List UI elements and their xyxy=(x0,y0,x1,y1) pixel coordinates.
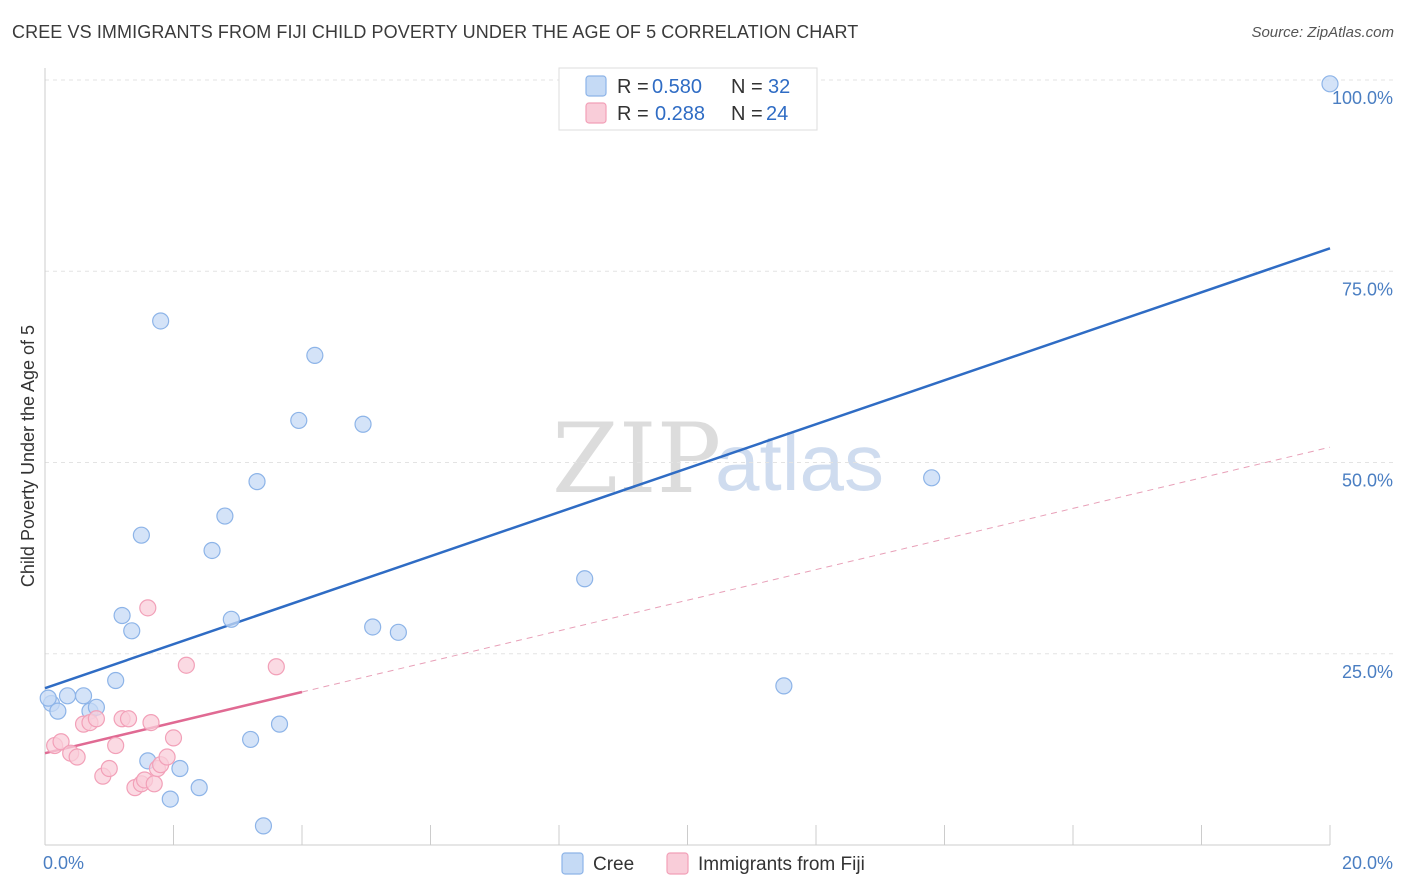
point-cree-23 xyxy=(306,346,324,364)
point-fiji-1 xyxy=(52,733,70,751)
trend-lines xyxy=(44,247,1331,755)
legend-n-value-fiji: 24 xyxy=(766,103,788,125)
grid-lines xyxy=(45,79,1395,655)
point-cree-7 xyxy=(113,606,131,625)
chart-title: CREE VS IMMIGRANTS FROM FIJI CHILD POVER… xyxy=(12,22,859,42)
point-cree-1 xyxy=(49,702,67,720)
x-tick-labels: 0.0% 20.0% xyxy=(43,853,1393,873)
point-cree-12 xyxy=(161,790,179,808)
point-fiji-15 xyxy=(139,599,157,617)
point-cree-26 xyxy=(389,623,407,641)
legend-n-label-fiji: N = xyxy=(731,103,763,125)
point-cree-24 xyxy=(354,415,372,433)
point-cree-22 xyxy=(290,411,308,430)
bottom-legend-label-fiji: Immigrants from Fiji xyxy=(698,854,865,875)
point-cree-20 xyxy=(254,817,273,835)
point-cree-17 xyxy=(222,610,240,628)
point-fiji-23 xyxy=(267,658,285,676)
point-cree-13 xyxy=(171,759,189,778)
legend-r-label-fiji: R = xyxy=(617,103,649,125)
point-fiji-17 xyxy=(145,775,163,793)
point-cree-6 xyxy=(107,671,125,690)
legend-r-label-cree: R = xyxy=(617,76,649,98)
trend-line-cree xyxy=(44,247,1331,690)
point-fiji-8 xyxy=(100,759,118,778)
legend-r-value-fiji: 0.288 xyxy=(655,103,705,125)
y-tick-label-1: 50.0% xyxy=(1342,471,1393,491)
legend-n-value-cree: 32 xyxy=(768,76,790,98)
bottom-legend-swatch-fiji xyxy=(666,852,689,875)
point-cree-30 xyxy=(1321,75,1339,93)
point-cree-9 xyxy=(132,526,150,544)
point-cree-27 xyxy=(576,570,594,588)
point-cree-28 xyxy=(775,677,793,695)
point-cree-29 xyxy=(923,469,941,487)
bottom-legend-label-cree: Cree xyxy=(593,854,634,875)
point-fiji-6 xyxy=(87,710,106,728)
watermark-zip: ZIP xyxy=(552,403,721,515)
point-cree-14 xyxy=(190,779,208,797)
point-cree-2 xyxy=(58,687,77,705)
legend-swatch-cree xyxy=(585,75,607,97)
point-cree-31 xyxy=(39,689,57,707)
y-tick-label-3: 100.0% xyxy=(1332,88,1393,108)
point-fiji-11 xyxy=(119,710,138,728)
legend-swatch-fiji xyxy=(585,102,607,124)
point-cree-15 xyxy=(203,541,221,560)
bottom-legend: Cree Immigrants from Fiji xyxy=(561,852,865,875)
point-cree-18 xyxy=(242,730,260,749)
point-fiji-3 xyxy=(68,748,86,766)
y-tick-label-2: 75.0% xyxy=(1342,279,1393,299)
data-points xyxy=(39,75,1339,835)
point-cree-3 xyxy=(74,687,93,705)
point-cree-25 xyxy=(364,618,382,636)
legend-r-value-cree: 0.580 xyxy=(652,76,702,98)
x-tick-label-0: 0.0% xyxy=(43,853,84,873)
legend-n-label-cree: N = xyxy=(731,76,763,98)
point-fiji-20 xyxy=(158,748,176,766)
x-tick-label-1: 20.0% xyxy=(1342,853,1393,873)
point-fiji-22 xyxy=(177,656,195,674)
y-tick-label-0: 25.0% xyxy=(1342,662,1393,682)
point-fiji-21 xyxy=(164,729,183,747)
point-fiji-16 xyxy=(142,713,160,732)
source-label: Source: ZipAtlas.com xyxy=(1251,24,1394,41)
y-tick-labels: 25.0% 50.0% 75.0% 100.0% xyxy=(1332,88,1393,682)
axes xyxy=(44,68,1331,846)
trend-line-fiji xyxy=(44,690,303,755)
point-cree-8 xyxy=(123,622,141,640)
point-cree-21 xyxy=(270,715,289,733)
point-cree-19 xyxy=(248,473,266,491)
point-fiji-9 xyxy=(107,736,125,755)
point-cree-11 xyxy=(152,312,170,330)
legend: R = 0.580 N = 32 R = 0.288 N = 24 xyxy=(558,67,818,131)
trend-extension-fiji xyxy=(301,446,1331,693)
bottom-legend-swatch-cree xyxy=(561,852,584,875)
point-cree-16 xyxy=(216,507,234,525)
y-axis-label: Child Poverty Under the Age of 5 xyxy=(18,325,38,587)
